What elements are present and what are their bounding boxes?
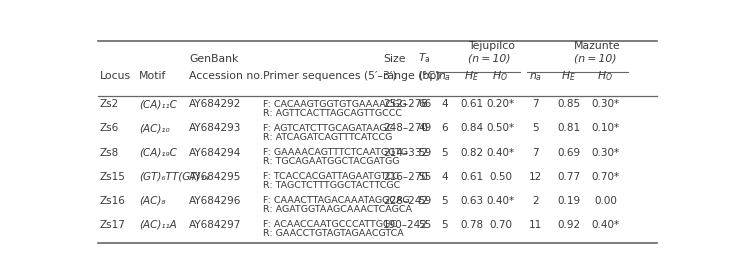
Text: 5: 5 <box>532 123 539 134</box>
Text: R: AGATGGTAAGCAAACTCAGCA: R: AGATGGTAAGCAAACTCAGCA <box>263 205 412 214</box>
Text: 55: 55 <box>418 220 431 230</box>
Text: 11: 11 <box>529 220 542 230</box>
Text: F: AGTCATCTTGCAGATAAGC: F: AGTCATCTTGCAGATAAGC <box>263 124 393 133</box>
Text: Size: Size <box>383 54 406 64</box>
Text: 0.92: 0.92 <box>557 220 581 230</box>
Text: 0.10*: 0.10* <box>591 123 620 134</box>
Text: (n = 10): (n = 10) <box>574 54 617 64</box>
Text: R: GAACCTGTAGTAGAACGTCA: R: GAACCTGTAGTAGAACGTCA <box>263 229 404 239</box>
Text: 0.70: 0.70 <box>489 220 512 230</box>
Text: AY684292: AY684292 <box>189 99 241 109</box>
Text: 0.40*: 0.40* <box>486 148 514 158</box>
Text: (AC)₈: (AC)₈ <box>139 196 166 206</box>
Text: 0.30*: 0.30* <box>591 99 620 109</box>
Text: 248–270: 248–270 <box>383 123 428 134</box>
Text: 5: 5 <box>441 196 447 206</box>
Text: Motif: Motif <box>139 71 166 81</box>
Text: 228–242: 228–242 <box>383 196 428 206</box>
Text: R: AGTTCACTTAGCAGTTGCCC: R: AGTTCACTTAGCAGTTGCCC <box>263 109 402 118</box>
Text: 0.00: 0.00 <box>594 196 617 206</box>
Text: 0.70*: 0.70* <box>591 172 620 182</box>
Text: 0.82: 0.82 <box>460 148 484 158</box>
Text: 0.20*: 0.20* <box>486 99 514 109</box>
Text: 0.78: 0.78 <box>460 220 484 230</box>
Text: AY684295: AY684295 <box>189 172 241 182</box>
Text: Zs15: Zs15 <box>99 172 125 182</box>
Text: Zs8: Zs8 <box>99 148 118 158</box>
Text: Zs17: Zs17 <box>99 220 125 230</box>
Text: $H_{O}$: $H_{O}$ <box>598 69 613 83</box>
Text: range (bp): range (bp) <box>383 71 441 81</box>
Text: Zs6: Zs6 <box>99 123 118 134</box>
Text: R: ATCAGATCAGTTTCATCCG: R: ATCAGATCAGTTTCATCCG <box>263 133 392 142</box>
Text: AY684296: AY684296 <box>189 196 241 206</box>
Text: $n_{a}$: $n_{a}$ <box>438 71 451 83</box>
Text: F: GAAAACAGTTTCTCAATGGTG: F: GAAAACAGTTTCTCAATGGTG <box>263 148 408 157</box>
Text: 49: 49 <box>418 123 431 134</box>
Text: (n = 10): (n = 10) <box>468 54 511 64</box>
Text: 0.50*: 0.50* <box>486 123 514 134</box>
Text: 4: 4 <box>441 172 447 182</box>
Text: 5: 5 <box>441 148 447 158</box>
Text: Locus: Locus <box>99 71 130 81</box>
Text: 55: 55 <box>418 172 431 182</box>
Text: $H_{E}$: $H_{E}$ <box>562 69 576 83</box>
Text: 0.61: 0.61 <box>460 172 484 182</box>
Text: 59: 59 <box>418 196 431 206</box>
Text: 0.50: 0.50 <box>489 172 512 182</box>
Text: 0.63: 0.63 <box>460 196 484 206</box>
Text: (CA)₁₁C: (CA)₁₁C <box>139 99 177 109</box>
Text: (GT)₆TT(GT)₁₄: (GT)₆TT(GT)₁₄ <box>139 172 208 182</box>
Text: Mazunte: Mazunte <box>574 41 620 51</box>
Text: F: ACAACCAATGCCCATTGGC: F: ACAACCAATGCCCATTGGC <box>263 220 397 229</box>
Text: Zs16: Zs16 <box>99 196 125 206</box>
Text: Zs2: Zs2 <box>99 99 118 109</box>
Text: 2: 2 <box>532 196 539 206</box>
Text: $n_{a}$: $n_{a}$ <box>529 71 542 83</box>
Text: (CA)₁₉C: (CA)₁₉C <box>139 148 177 158</box>
Text: 7: 7 <box>532 148 539 158</box>
Text: Primer sequences (5′–3′): Primer sequences (5′–3′) <box>263 71 397 81</box>
Text: AY684297: AY684297 <box>189 220 241 230</box>
Text: 190–242: 190–242 <box>383 220 428 230</box>
Text: 0.77: 0.77 <box>557 172 581 182</box>
Text: 0.19: 0.19 <box>557 196 581 206</box>
Text: (AC)₁₁A: (AC)₁₁A <box>139 220 177 230</box>
Text: 0.81: 0.81 <box>557 123 581 134</box>
Text: F: CACAAGTGGTGTGAAAACGG: F: CACAAGTGGTGTGAAAACGG <box>263 100 407 109</box>
Text: Tejupilco: Tejupilco <box>468 41 515 51</box>
Text: F: CAAACTTAGACAAATAGGCAG: F: CAAACTTAGACAAATAGGCAG <box>263 196 410 205</box>
Text: GenBank: GenBank <box>189 54 238 64</box>
Text: 5: 5 <box>441 220 447 230</box>
Text: 4: 4 <box>441 99 447 109</box>
Text: 252–278: 252–278 <box>383 99 428 109</box>
Text: AY684294: AY684294 <box>189 148 241 158</box>
Text: (°C): (°C) <box>418 71 439 81</box>
Text: 59: 59 <box>418 148 431 158</box>
Text: $H_{E}$: $H_{E}$ <box>464 69 479 83</box>
Text: 0.84: 0.84 <box>460 123 484 134</box>
Text: R: TGCAGAATGGCTACGATGG: R: TGCAGAATGGCTACGATGG <box>263 157 400 166</box>
Text: R: TAGCTCTTTGGCTACTTCGC: R: TAGCTCTTTGGCTACTTCGC <box>263 181 400 190</box>
Text: 0.30*: 0.30* <box>591 148 620 158</box>
Text: AY684293: AY684293 <box>189 123 241 134</box>
Text: 66: 66 <box>418 99 431 109</box>
Text: 214–332: 214–332 <box>383 148 428 158</box>
Text: 0.40*: 0.40* <box>486 196 514 206</box>
Text: 0.40*: 0.40* <box>591 220 620 230</box>
Text: 6: 6 <box>441 123 447 134</box>
Text: F: TCACCACGATTAGAATGTCC: F: TCACCACGATTAGAATGTCC <box>263 172 400 181</box>
Text: 0.61: 0.61 <box>460 99 484 109</box>
Text: 0.69: 0.69 <box>557 148 581 158</box>
Text: 216–270: 216–270 <box>383 172 428 182</box>
Text: (AC)₁₀: (AC)₁₀ <box>139 123 169 134</box>
Text: Accession no.: Accession no. <box>189 71 263 81</box>
Text: 12: 12 <box>529 172 542 182</box>
Text: $T_{\rm a}$: $T_{\rm a}$ <box>418 52 431 66</box>
Text: $H_{O}$: $H_{O}$ <box>492 69 509 83</box>
Text: 0.85: 0.85 <box>557 99 581 109</box>
Text: 7: 7 <box>532 99 539 109</box>
